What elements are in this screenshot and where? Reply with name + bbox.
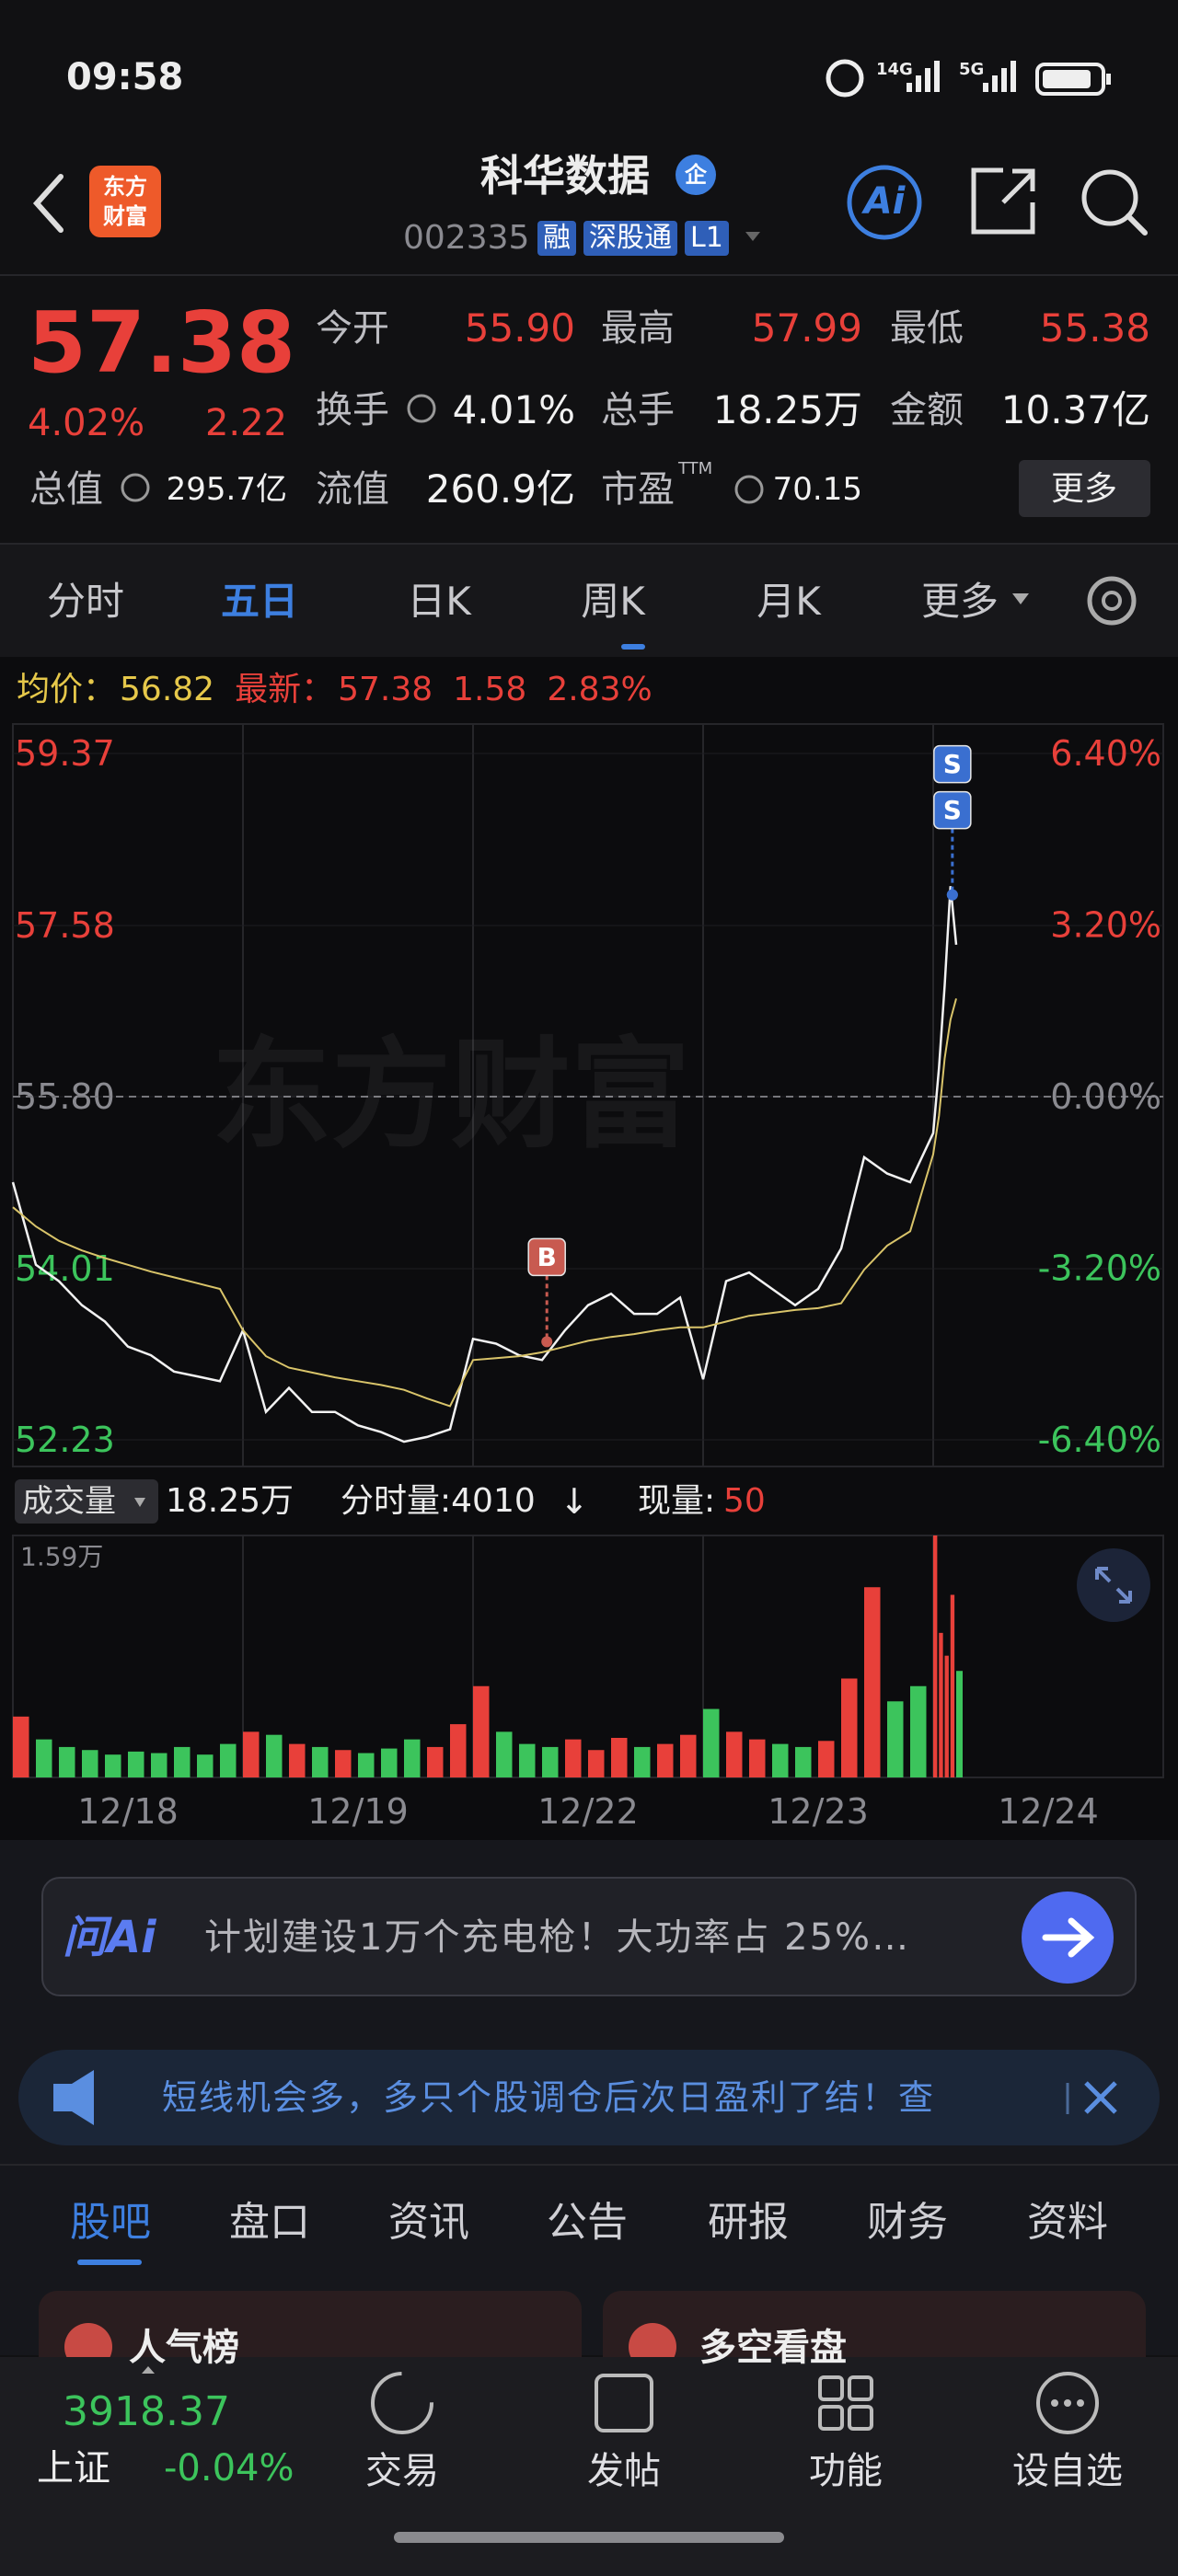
search-handle <box>1126 213 1148 236</box>
bottom-tab[interactable]: 研报 <box>708 2199 789 2246</box>
bottom-tab-underline <box>77 2260 142 2265</box>
stock-tag: 深股通 <box>583 221 677 256</box>
ai-bar-bg[interactable] <box>41 1877 1137 1996</box>
volume-dropdown[interactable]: 成交量 <box>22 1483 116 1520</box>
quote-label: 最高 <box>601 307 675 350</box>
quote-label: 今开 <box>316 307 389 350</box>
quote-label: 总手 <box>601 389 675 431</box>
period-tab[interactable]: 五日 <box>220 579 299 624</box>
period-tab[interactable]: 日K <box>407 579 471 624</box>
quote-divider <box>0 543 1178 545</box>
share-button[interactable] <box>971 167 1035 235</box>
header-divider <box>0 274 1178 276</box>
tick-volume: 分时量:4010 <box>341 1482 536 1520</box>
index-value: 3918.37 <box>63 2388 230 2435</box>
notice-bg[interactable] <box>18 2050 1160 2145</box>
change-pct: 4.02% <box>28 402 145 444</box>
legend-item: 1.58 <box>453 671 527 708</box>
bottom-tab[interactable]: 公告 <box>547 2199 628 2246</box>
bottom-tab[interactable]: 资讯 <box>388 2199 469 2246</box>
volume-arrow: ↓ <box>560 1481 589 1522</box>
card-title: 人气榜 <box>129 2327 239 2369</box>
tab-bar-bg <box>0 545 1178 657</box>
bottom-tab[interactable]: 资料 <box>1027 2199 1108 2246</box>
nav-item[interactable]: 功能 <box>809 2450 883 2492</box>
now-volume: 50 <box>723 1482 766 1520</box>
last-price: 57.38 <box>28 293 296 392</box>
legend-item: 最新： <box>235 671 335 708</box>
quote-value: 57.99 <box>751 305 862 351</box>
period-tab[interactable]: 分时 <box>46 579 125 624</box>
back-button[interactable] <box>32 174 64 233</box>
battery-tip <box>1106 74 1111 85</box>
bottom-tab[interactable]: 财务 <box>867 2199 948 2246</box>
stock-code: 002335 <box>403 219 530 257</box>
badge: 企 <box>685 162 707 188</box>
index-name: 上证 <box>37 2447 110 2490</box>
network-label: 5G <box>959 60 985 79</box>
notice-text[interactable]: 短线机会多，多只个股调仓后次日盈利了结！查 <box>162 2080 936 2115</box>
more-button-bg[interactable] <box>1019 460 1150 517</box>
volume-total: 18.25万 <box>166 1482 294 1520</box>
quote-value: 18.25万 <box>712 387 862 432</box>
link-icon <box>826 59 864 98</box>
quote-value: 55.38 <box>1039 305 1150 351</box>
info-icon[interactable] <box>734 475 764 504</box>
quote-value: 295.7亿 <box>166 471 287 508</box>
ai-label[interactable]: Ai <box>863 180 906 223</box>
battery-level <box>1043 70 1091 88</box>
logo-text[interactable]: 东方 <box>103 174 147 200</box>
home-indicator <box>394 2532 784 2543</box>
legend-item: 2.83% <box>547 671 653 708</box>
stock-tag: L1 <box>685 221 729 256</box>
bottom-tab[interactable]: 盘口 <box>229 2199 310 2246</box>
quote-label: 流值 <box>316 468 389 511</box>
ai-send-button[interactable] <box>1022 1892 1114 1984</box>
index-change: -0.04% <box>164 2447 294 2490</box>
code-dropdown[interactable] <box>745 232 760 241</box>
card-title: 多空看盘 <box>699 2327 847 2369</box>
battery <box>1035 63 1105 96</box>
logo-text[interactable]: 财富 <box>103 203 147 229</box>
quote-label: 换手 <box>316 389 389 431</box>
chart-bg <box>0 657 1178 1840</box>
info-icon[interactable] <box>407 394 436 423</box>
legend-item: 56.82 <box>120 671 215 708</box>
period-tab[interactable]: 月K <box>756 579 821 624</box>
quote-value: 55.90 <box>464 305 575 351</box>
stock-tag: 融 <box>537 221 576 256</box>
quote-value: 260.9亿 <box>425 466 575 512</box>
bottom-tabs-divider <box>0 2164 1178 2166</box>
legend-item: 57.38 <box>338 671 433 708</box>
now-volume-label: 现量: <box>638 1482 716 1520</box>
quote-label: 总值 <box>29 468 103 511</box>
quote-value: 10.37亿 <box>1000 387 1150 432</box>
stock-title: 科华数据 <box>480 151 650 201</box>
more-button[interactable]: 更多 <box>1050 470 1118 508</box>
bottom-tab[interactable]: 股吧 <box>70 2199 151 2246</box>
period-tab[interactable]: 更多 <box>920 579 999 624</box>
logo-bg[interactable] <box>89 166 161 237</box>
nav-item[interactable]: 设自选 <box>1012 2450 1123 2492</box>
quote-value: 4.01% <box>452 387 575 432</box>
network-label: 14G <box>876 60 913 79</box>
status-time: 09:58 <box>66 56 184 98</box>
change: 2.22 <box>204 402 287 444</box>
ai-prompt[interactable]: 计划建设1万个充电枪！大功率占 25%… <box>204 1916 911 1959</box>
search-button[interactable] <box>1081 169 1138 226</box>
info-icon[interactable] <box>121 473 150 502</box>
quote-label: 金额 <box>890 389 964 431</box>
quote-label: 最低 <box>890 307 964 350</box>
period-tab[interactable]: 周K <box>581 579 645 624</box>
quote-label-sup: TTM <box>678 459 713 478</box>
legend-item: 均价： <box>17 671 117 708</box>
ai-logo: 问Ai <box>63 1912 156 1963</box>
watermark: 东方财富 <box>211 1025 691 1165</box>
quote-value: 70.15 <box>772 471 862 508</box>
nav-item[interactable]: 交易 <box>365 2450 439 2492</box>
nav-item[interactable]: 发帖 <box>587 2450 661 2492</box>
quote-label: 市盈 <box>601 468 675 511</box>
